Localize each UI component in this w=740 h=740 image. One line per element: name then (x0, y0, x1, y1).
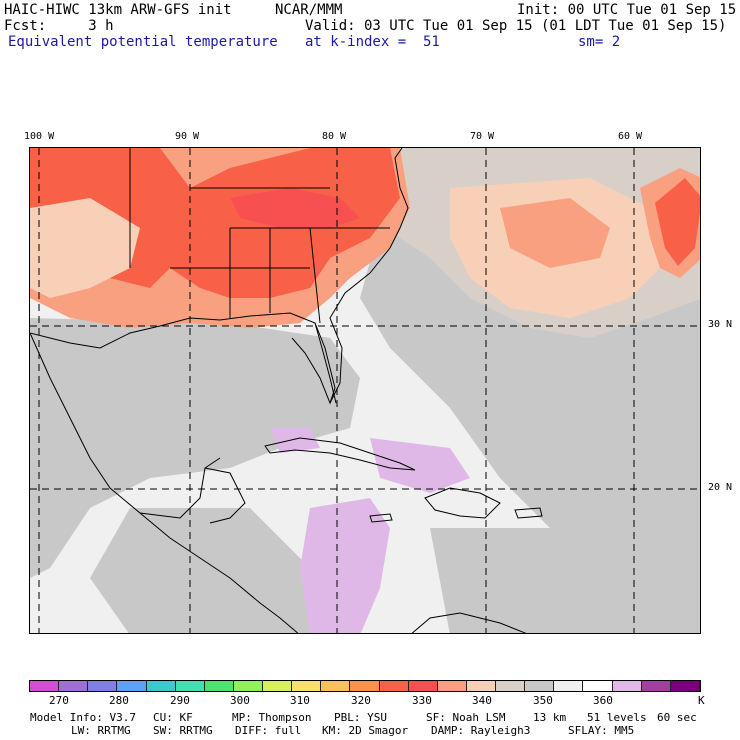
model-info-diff: DIFF: full (235, 724, 302, 737)
colorbar-swatch (408, 681, 438, 691)
valid-time: Valid: 03 UTC Tue 01 Sep 15 (01 LDT Tue … (305, 18, 727, 34)
lon-label-100w: 100 W (24, 131, 55, 142)
colorbar-swatch (204, 681, 234, 691)
hot-field-north-atlantic (655, 178, 700, 266)
model-info-sflay: SFLAY: MM5 (568, 724, 635, 737)
lon-label-60w: 60 W (618, 131, 643, 142)
peak-field-appalachians (230, 188, 360, 228)
colorbar-swatch (496, 681, 526, 691)
model-info-levels: 51 levels (587, 711, 647, 724)
colorbar-swatch (117, 681, 147, 691)
lat-label-20n: 20 N (708, 482, 733, 493)
model-info-lw: LW: RRTMG (71, 724, 131, 737)
tan-field-texas (30, 198, 140, 298)
colorbar-label-320: 320 (351, 694, 371, 707)
puerto-rico-coast-line (514, 507, 543, 519)
colorbar-label-280: 280 (109, 694, 129, 707)
colorbar-label-350: 350 (533, 694, 553, 707)
colorbar-swatch (146, 681, 176, 691)
colorbar-swatch (88, 681, 118, 691)
purple-field-caribbean (300, 498, 390, 633)
colorbar-swatch (641, 681, 671, 691)
cuba-coast-line (264, 437, 416, 471)
jamaica-coast-line (369, 513, 393, 523)
model-info-cu: CU: KF (153, 711, 193, 724)
gray-field-gulf (30, 318, 360, 578)
model-info-timestep: 60 sec (657, 711, 697, 724)
colorbar-swatch (350, 681, 380, 691)
colorbar-swatch (292, 681, 322, 691)
gulf-coast-line (30, 312, 336, 405)
organization-label: NCAR/MMM (275, 2, 343, 18)
colorbar-unit: K (698, 694, 705, 707)
lon-label-70w: 70 W (470, 131, 495, 142)
lon-label-90w: 90 W (175, 131, 200, 142)
gray-field-lower-right (430, 528, 700, 633)
model-info-mp: MP: Thompson (232, 711, 312, 724)
lon-label-80w: 80 W (322, 131, 347, 142)
gray-field-central-america (90, 508, 330, 633)
colorbar-swatch (263, 681, 293, 691)
colorbar-swatch (670, 681, 700, 691)
colorbar-label-310: 310 (290, 694, 310, 707)
model-info-pbl: PBL: YSU (334, 711, 387, 724)
colorbar-swatch (30, 681, 60, 691)
field-name: Equivalent potential temperature (8, 34, 278, 50)
colorbar-swatch (233, 681, 263, 691)
central-america-coast-line (139, 512, 299, 633)
colorbar-swatch (175, 681, 205, 691)
colorbar-label-340: 340 (472, 694, 492, 707)
yucatan-coast-line (204, 467, 246, 524)
colorbar-label-300: 300 (230, 694, 250, 707)
hispaniola-coast-line (424, 487, 501, 519)
colorbar-swatch (59, 681, 89, 691)
level-label: at k-index = 51 (305, 34, 440, 50)
colorbar-swatch (525, 681, 555, 691)
colorbar-label-330: 330 (412, 694, 432, 707)
colorbar-label-360: 360 (593, 694, 613, 707)
colorbar (29, 680, 701, 692)
model-info-version: Model Info: V3.7 (30, 711, 136, 724)
colorbar-swatch (321, 681, 351, 691)
init-time: Init: 00 UTC Tue 01 Sep 15 (517, 2, 737, 18)
model-info-km: KM: 2D Smagor (322, 724, 409, 737)
purple-field-haiti (370, 438, 470, 493)
model-info-resolution: 13 km (533, 711, 567, 724)
model-info-sw: SW: RRTMG (153, 724, 213, 737)
colorbar-label-270: 270 (49, 694, 69, 707)
model-info-damp: DAMP: Rayleigh3 (431, 724, 531, 737)
model-info-sf: SF: Noah LSM (426, 711, 506, 724)
lat-label-30n: 30 N (708, 319, 733, 330)
peach-field-atlantic (500, 198, 610, 268)
colorbar-swatch (466, 681, 496, 691)
florida-coast-line (314, 322, 337, 404)
colorbar-swatch (379, 681, 409, 691)
atlantic-coast-line (329, 148, 409, 404)
south-america-coast-line (411, 612, 527, 633)
colorbar-swatch (612, 681, 642, 691)
colorbar-label-290: 290 (170, 694, 190, 707)
equivalent-potential-temperature-map (29, 147, 701, 634)
smoothing-label: sm= 2 (578, 34, 621, 50)
mexico-coast-line (30, 332, 221, 519)
forecast-hour: Fcst: 3 h (4, 18, 114, 34)
colorbar-swatch (583, 681, 613, 691)
purple-field-bahamas (270, 428, 320, 453)
state-border-g (309, 227, 321, 324)
model-title: HAIC-HIWC 13km ARW-GFS init (4, 2, 232, 18)
colorbar-swatch (437, 681, 467, 691)
colorbar-swatch (554, 681, 584, 691)
